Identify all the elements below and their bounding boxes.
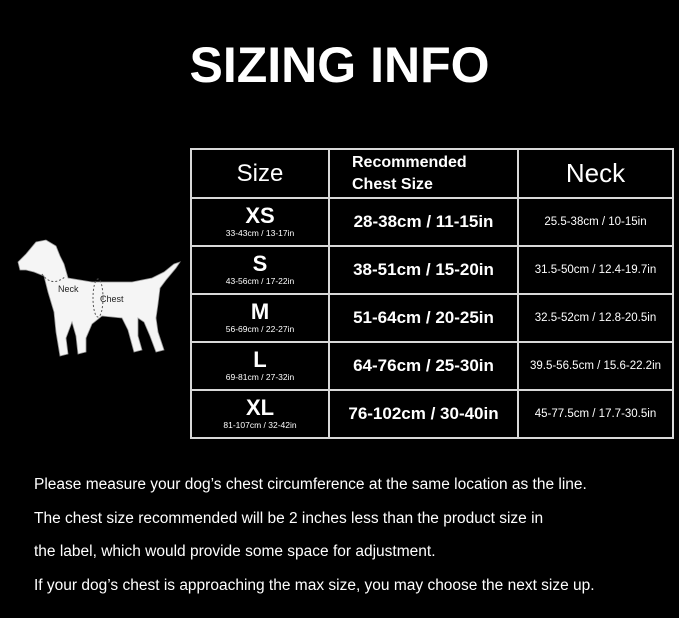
- measurement-notes: Please measure your dog’s chest circumfe…: [34, 468, 595, 602]
- product-size: 33-43cm / 13-17in: [225, 228, 295, 238]
- dog-silhouette: [17, 239, 181, 357]
- neck-cell: 32.5-52cm / 12.8-20.5in: [517, 293, 674, 343]
- note-line: the label, which would provide some spac…: [34, 543, 436, 560]
- table-row: S 43-56cm / 17-22in 38-51cm / 15-20in 31.…: [190, 245, 674, 295]
- note-line: If your dog’s chest is approaching the m…: [34, 576, 595, 594]
- size-cell: XS 33-43cm / 13-17in: [190, 197, 330, 247]
- table-row: XL 81-107cm / 32-42in 76-102cm / 30-40in …: [190, 389, 674, 439]
- product-size: 69-81cm / 27-32in: [225, 372, 295, 382]
- size-cell: S 43-56cm / 17-22in: [190, 245, 330, 295]
- header-chest: Recommended Chest Size: [328, 148, 519, 199]
- size-cell: XL 81-107cm / 32-42in: [190, 389, 330, 439]
- note-line: The chest size recommended will be 2 inc…: [34, 509, 544, 527]
- size-cell: L 69-81cm / 27-32in: [190, 341, 330, 391]
- neck-cell: 25.5-38cm / 10-15in: [517, 197, 674, 247]
- product-size: 81-107cm / 32-42in: [223, 420, 297, 430]
- chest-label: Chest: [100, 294, 124, 304]
- product-size: 43-56cm / 17-22in: [225, 276, 295, 286]
- header-size: Size: [190, 148, 330, 199]
- size-label: M: [250, 299, 270, 324]
- chest-cell: 51-64cm / 20-25in: [328, 293, 519, 343]
- neck-cell: 31.5-50cm / 12.4-19.7in: [517, 245, 674, 295]
- table-row: L 69-81cm / 27-32in 64-76cm / 25-30in 39.…: [190, 341, 674, 391]
- neck-cell: 45-77.5cm / 17.7-30.5in: [517, 389, 674, 439]
- table-row: XS 33-43cm / 13-17in 28-38cm / 11-15in 25…: [190, 197, 674, 247]
- header-chest-line2: Chest Size: [352, 175, 433, 193]
- size-label: S: [252, 251, 268, 276]
- product-size: 56-69cm / 22-27in: [225, 324, 295, 334]
- size-label: L: [253, 347, 267, 372]
- header-neck: Neck: [517, 148, 674, 199]
- header-chest-line1: Recommended: [352, 153, 467, 171]
- table-header-row: Size Recommended Chest Size Neck: [190, 148, 674, 199]
- chest-cell: 76-102cm / 30-40in: [328, 389, 519, 439]
- size-label: XS: [245, 203, 275, 228]
- size-cell: M 56-69cm / 22-27in: [190, 293, 330, 343]
- table-row: M 56-69cm / 22-27in 51-64cm / 20-25in 32.…: [190, 293, 674, 343]
- chest-cell: 64-76cm / 25-30in: [328, 341, 519, 391]
- chest-line: [92, 278, 104, 318]
- page-title: SIZING INFO: [189, 37, 490, 93]
- neck-line: [41, 273, 67, 282]
- chest-cell: 38-51cm / 15-20in: [328, 245, 519, 295]
- chest-cell: 28-38cm / 11-15in: [328, 197, 519, 247]
- size-label: XL: [245, 395, 275, 420]
- sizing-table: Size Recommended Chest Size Neck XS 33-43c…: [190, 148, 674, 439]
- neck-label: Neck: [58, 284, 79, 294]
- dog-measurement-illustration: Neck Chest: [17, 239, 181, 357]
- neck-cell: 39.5-56.5cm / 15.6-22.2in: [517, 341, 674, 391]
- note-line: Please measure your dog’s chest circumfe…: [34, 476, 587, 493]
